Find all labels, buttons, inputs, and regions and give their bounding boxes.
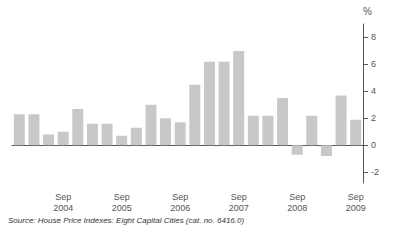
svg-text:0: 0 [371,140,376,150]
svg-text:Sep: Sep [348,192,364,202]
svg-text:8: 8 [371,32,376,42]
svg-text:Sep: Sep [55,192,71,202]
svg-text:Source: House Price Indexes: E: Source: House Price Indexes: Eight Capit… [8,216,244,225]
svg-text:-2: -2 [371,167,379,177]
svg-text:6: 6 [371,59,376,69]
svg-text:2006: 2006 [170,203,190,213]
svg-text:Sep: Sep [231,192,247,202]
svg-text:4: 4 [371,86,376,96]
svg-text:2008: 2008 [287,203,307,213]
svg-text:2004: 2004 [53,203,73,213]
svg-text:Sep: Sep [172,192,188,202]
svg-text:2005: 2005 [112,203,132,213]
svg-text:Sep: Sep [289,192,305,202]
svg-text:2009: 2009 [346,203,366,213]
svg-text:%: % [363,6,372,17]
svg-text:2007: 2007 [229,203,249,213]
svg-text:2: 2 [371,113,376,123]
svg-text:Sep: Sep [114,192,130,202]
